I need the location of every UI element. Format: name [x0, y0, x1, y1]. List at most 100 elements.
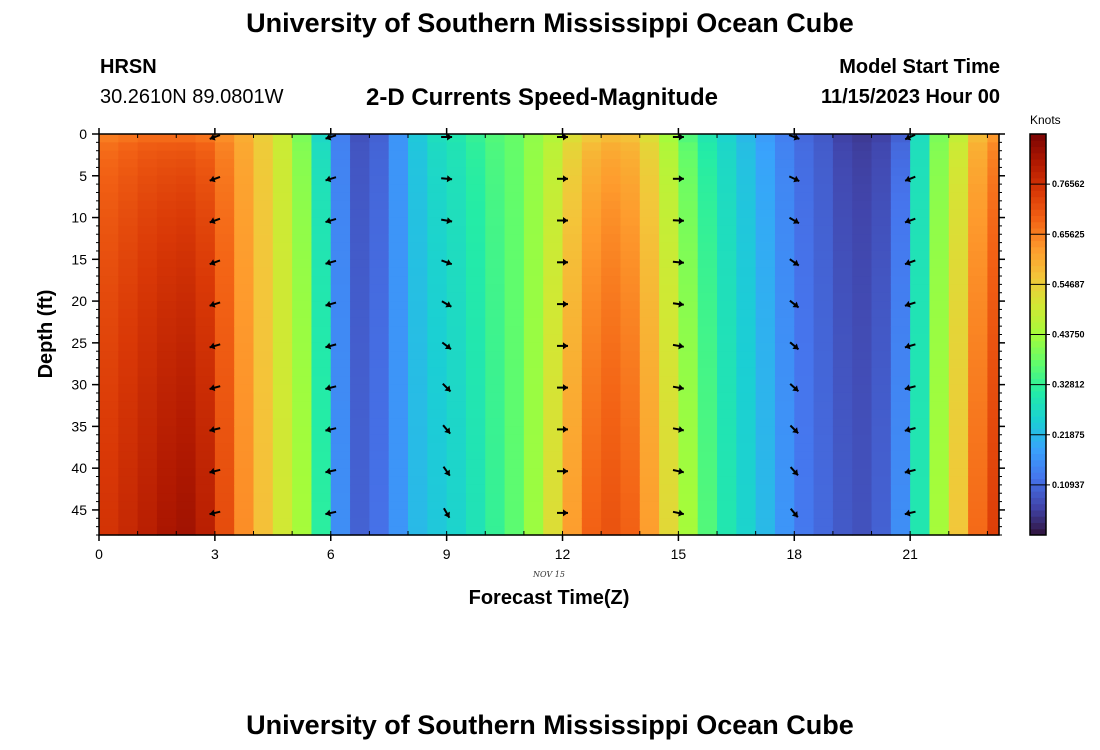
heatmap-cell	[350, 376, 370, 386]
heatmap-cell	[832, 150, 853, 160]
heatmap-cell	[678, 175, 699, 185]
heatmap-cell	[234, 434, 255, 444]
heatmap-cell	[659, 292, 679, 302]
heatmap-cell	[156, 351, 177, 361]
heatmap-cell	[118, 217, 139, 227]
heatmap-cell	[408, 284, 428, 294]
heatmap-cell	[852, 167, 873, 177]
heatmap-cell	[272, 159, 293, 169]
heatmap-cell	[99, 142, 119, 152]
heatmap-cell	[968, 301, 989, 311]
heatmap-cell	[118, 267, 139, 277]
heatmap-cell	[697, 284, 718, 294]
heatmap-cell	[871, 418, 892, 427]
heatmap-cell	[910, 209, 931, 219]
heatmap-cell	[253, 501, 274, 511]
heatmap-cell	[697, 184, 718, 194]
heatmap-cell	[774, 250, 795, 260]
heatmap-cell	[678, 250, 699, 260]
heatmap-cell	[581, 367, 602, 377]
heatmap-cell	[929, 526, 950, 536]
heatmap-cell	[910, 418, 931, 427]
heatmap-cell	[504, 476, 525, 486]
heatmap-cell	[774, 192, 795, 202]
heatmap-cell	[427, 468, 448, 478]
heatmap-cell	[427, 401, 448, 411]
current-vector-arrow	[904, 509, 916, 517]
heatmap-cell	[813, 209, 834, 219]
heatmap-cell	[195, 317, 216, 327]
heatmap-cell	[852, 192, 873, 202]
current-vector-arrow	[557, 384, 568, 392]
heatmap-cell	[214, 234, 235, 244]
heatmap-cell	[156, 234, 177, 244]
heatmap-cell	[504, 384, 525, 394]
heatmap-cell	[176, 409, 197, 419]
heatmap-cell	[736, 451, 757, 461]
heatmap-cell	[813, 493, 834, 503]
heatmap-cell	[562, 150, 583, 160]
heatmap-cell	[214, 351, 235, 361]
heatmap-cell	[736, 317, 757, 327]
heatmap-cell	[523, 175, 544, 185]
current-vector-arrow	[325, 300, 337, 308]
heatmap-cell	[465, 392, 486, 402]
heatmap-cell	[639, 250, 660, 260]
heatmap-cell	[234, 267, 255, 277]
current-vector-arrow	[557, 467, 568, 475]
heatmap-cell	[118, 351, 139, 361]
heatmap-cell	[678, 284, 699, 294]
heatmap-cell	[910, 309, 931, 319]
heatmap-cell	[292, 451, 313, 461]
heatmap-cell	[214, 509, 235, 519]
heatmap-cell	[929, 418, 950, 427]
heatmap-cell	[562, 359, 583, 369]
heatmap-cell	[736, 309, 757, 319]
heatmap-cell	[581, 234, 602, 244]
heatmap-cell	[620, 468, 641, 478]
heatmap-cell	[99, 309, 119, 319]
heatmap-cell	[523, 134, 544, 143]
heatmap-cell	[137, 317, 158, 327]
heatmap-cell	[446, 392, 467, 402]
heatmap-cell	[214, 367, 235, 377]
heatmap-cell	[639, 259, 660, 269]
heatmap-cell	[813, 451, 834, 461]
heatmap-cell	[427, 217, 448, 227]
heatmap-cell	[253, 142, 274, 152]
heatmap-cell	[272, 376, 293, 386]
heatmap-cell	[234, 242, 255, 252]
heatmap-cell	[253, 267, 274, 277]
heatmap-cell	[446, 134, 467, 143]
heatmap-cell	[832, 459, 853, 469]
heatmap-cell	[794, 209, 815, 219]
heatmap-cell	[427, 476, 448, 486]
heatmap-cell	[871, 434, 892, 444]
heatmap-cell	[234, 284, 255, 294]
heatmap-cell	[523, 209, 544, 219]
heatmap-cell	[601, 401, 622, 411]
heatmap-cell	[156, 468, 177, 478]
heatmap-cell	[639, 276, 660, 285]
heatmap-cell	[253, 150, 274, 160]
heatmap-cell	[523, 159, 544, 169]
heatmap-cell	[99, 242, 119, 252]
colorbar-segment	[1030, 240, 1046, 248]
heatmap-cell	[871, 392, 892, 402]
heatmap-cell	[968, 234, 989, 244]
heatmap-cell	[408, 359, 428, 369]
colorbar-segment	[1030, 466, 1046, 473]
heatmap-cell	[427, 459, 448, 469]
heatmap-cell	[176, 501, 197, 511]
heatmap-cell	[832, 175, 853, 185]
heatmap-cell	[929, 376, 950, 386]
heatmap-cell	[794, 267, 815, 277]
heatmap-cell	[987, 150, 1000, 160]
colorbar-segment	[1030, 478, 1046, 486]
heatmap-cell	[929, 142, 950, 152]
heatmap-cell	[832, 225, 853, 235]
heatmap-cell	[968, 276, 989, 285]
heatmap-cell	[813, 426, 834, 436]
heatmap-cell	[311, 334, 332, 344]
